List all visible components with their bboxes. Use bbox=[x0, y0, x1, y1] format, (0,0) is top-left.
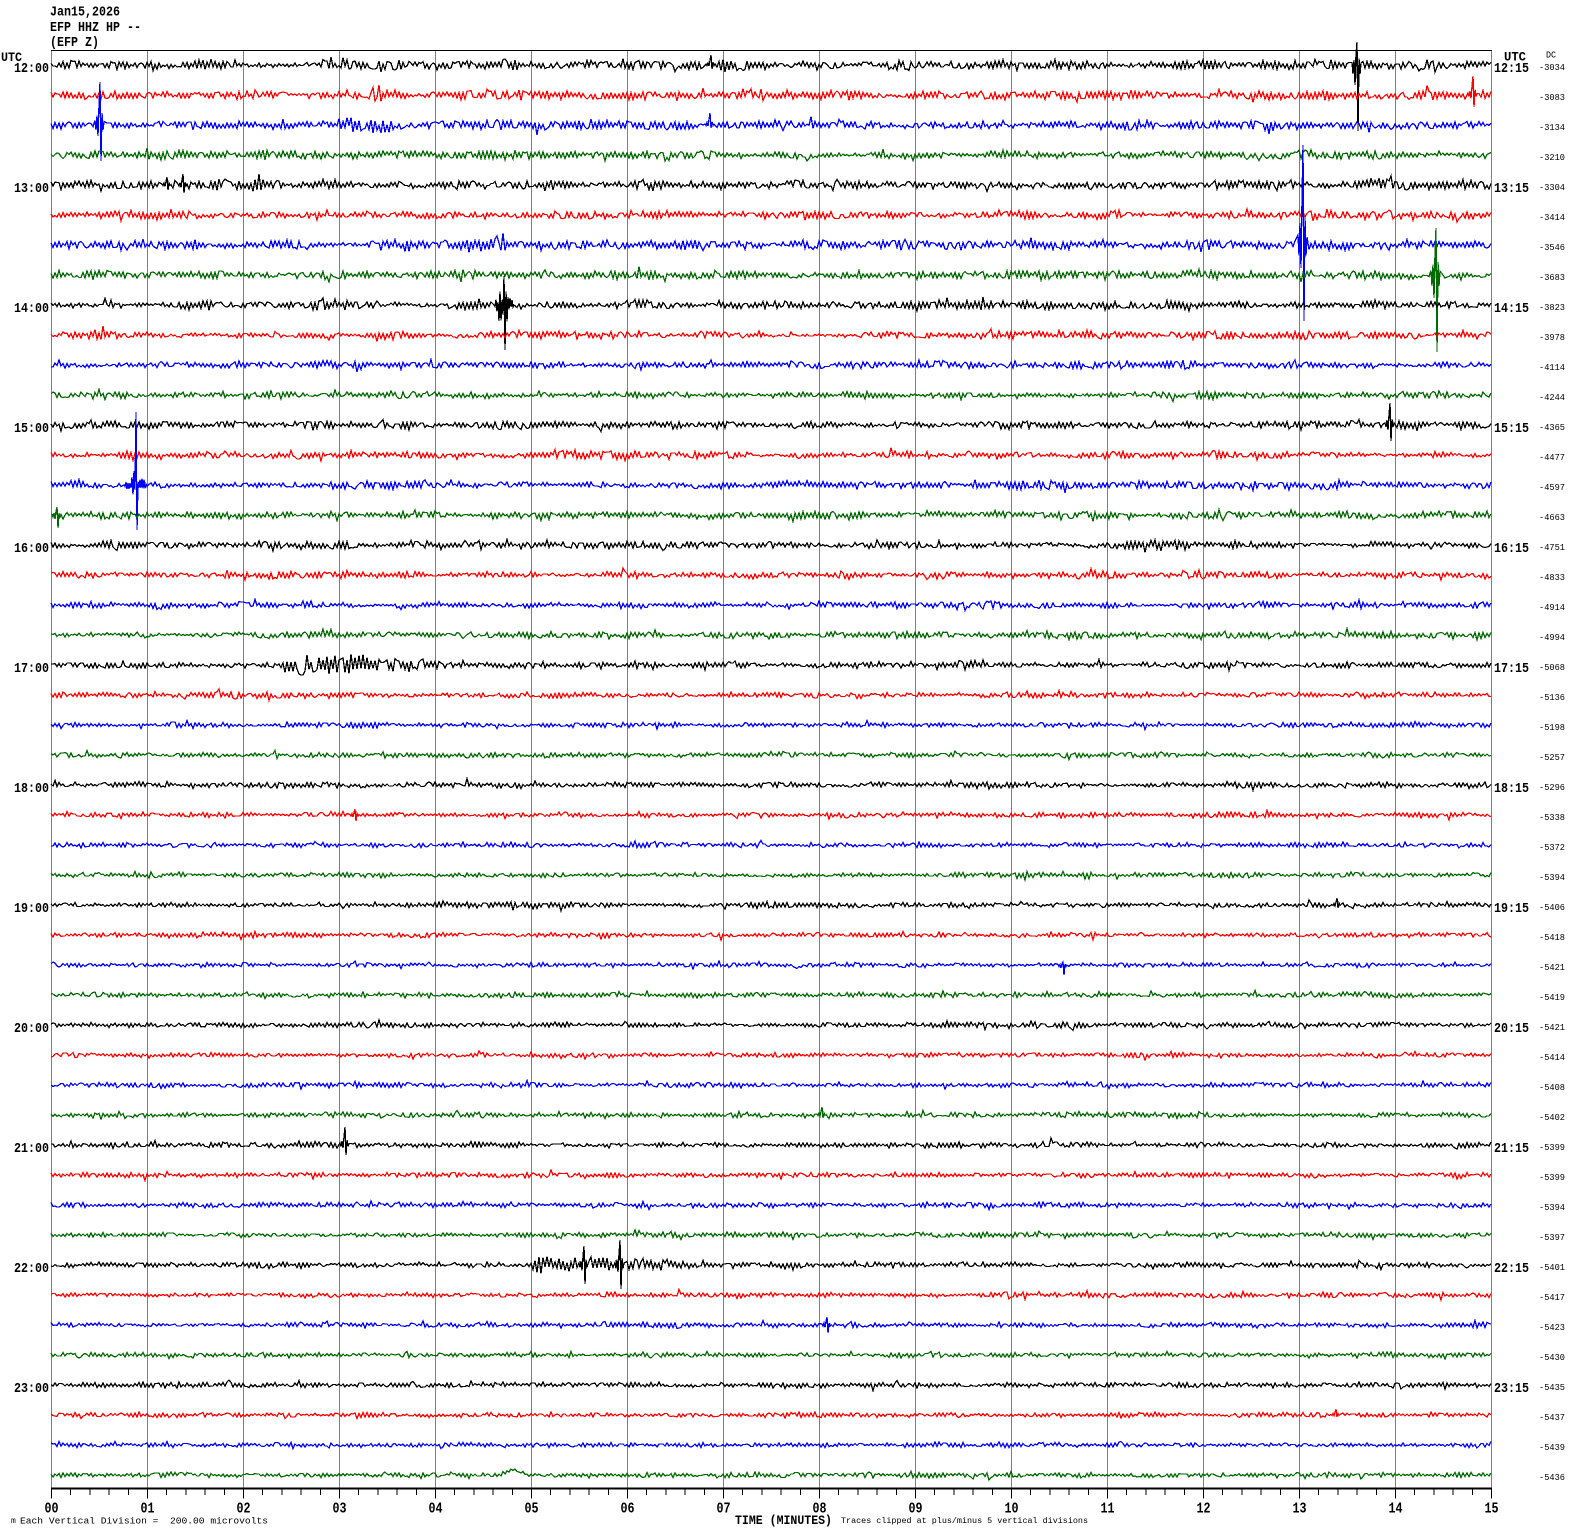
svg-text:15:00: 15:00 bbox=[14, 421, 49, 437]
svg-text:05: 05 bbox=[525, 1502, 539, 1518]
svg-text:22:00: 22:00 bbox=[14, 1261, 49, 1277]
svg-text:-5406: -5406 bbox=[1539, 903, 1565, 913]
svg-text:-4994: -4994 bbox=[1539, 633, 1565, 643]
svg-text:(EFP Z): (EFP Z) bbox=[50, 35, 99, 51]
svg-text:-5421: -5421 bbox=[1539, 963, 1565, 973]
svg-text:-5068: -5068 bbox=[1539, 663, 1565, 673]
svg-text:-5437: -5437 bbox=[1539, 1413, 1565, 1423]
svg-text:14: 14 bbox=[1389, 1502, 1403, 1518]
svg-text:-5401: -5401 bbox=[1539, 1263, 1565, 1273]
svg-text:-4244: -4244 bbox=[1539, 393, 1565, 403]
svg-text:03: 03 bbox=[333, 1502, 347, 1518]
svg-text:19:00: 19:00 bbox=[14, 901, 49, 917]
svg-text:-4477: -4477 bbox=[1539, 453, 1565, 463]
svg-text:17:00: 17:00 bbox=[14, 661, 49, 677]
svg-text:23:00: 23:00 bbox=[14, 1381, 49, 1397]
svg-text:-3414: -3414 bbox=[1539, 213, 1565, 223]
svg-text:08: 08 bbox=[813, 1502, 827, 1518]
svg-text:06: 06 bbox=[621, 1502, 635, 1518]
svg-text:10: 10 bbox=[1005, 1502, 1019, 1518]
svg-text:EFP HHZ HP --: EFP HHZ HP -- bbox=[50, 20, 141, 36]
svg-text:15: 15 bbox=[1485, 1502, 1499, 1518]
svg-text:-3546: -3546 bbox=[1539, 243, 1565, 253]
svg-text:-5439: -5439 bbox=[1539, 1443, 1565, 1453]
svg-text:-3034: -3034 bbox=[1539, 63, 1565, 73]
svg-text:UTC: UTC bbox=[1504, 50, 1526, 65]
svg-text:-4833: -4833 bbox=[1539, 573, 1565, 583]
svg-text:04: 04 bbox=[429, 1502, 443, 1518]
svg-text:12:00: 12:00 bbox=[14, 61, 49, 77]
svg-text:12:15: 12:15 bbox=[1494, 61, 1529, 77]
svg-text:-3083: -3083 bbox=[1539, 93, 1565, 103]
svg-text:-3978: -3978 bbox=[1539, 333, 1565, 343]
svg-text:Jan15,2026: Jan15,2026 bbox=[50, 5, 120, 21]
svg-text:-4663: -4663 bbox=[1539, 513, 1565, 523]
svg-text:-5372: -5372 bbox=[1539, 843, 1565, 853]
svg-text:-5419: -5419 bbox=[1539, 993, 1565, 1003]
svg-text:-5397: -5397 bbox=[1539, 1233, 1565, 1243]
svg-text:-5414: -5414 bbox=[1539, 1053, 1565, 1063]
svg-text:02: 02 bbox=[237, 1502, 251, 1518]
svg-text:12: 12 bbox=[1197, 1502, 1211, 1518]
svg-text:-5436: -5436 bbox=[1539, 1473, 1565, 1483]
svg-text:09: 09 bbox=[909, 1502, 923, 1518]
svg-text:22:15: 22:15 bbox=[1494, 1261, 1529, 1277]
svg-text:23:15: 23:15 bbox=[1494, 1381, 1529, 1397]
svg-text:-5418: -5418 bbox=[1539, 933, 1565, 943]
svg-text:-5198: -5198 bbox=[1539, 723, 1565, 733]
svg-text:16:15: 16:15 bbox=[1494, 541, 1529, 557]
svg-text:-3210: -3210 bbox=[1539, 153, 1565, 163]
svg-text:m: m bbox=[11, 1517, 16, 1526]
svg-text:21:00: 21:00 bbox=[14, 1141, 49, 1157]
svg-text:-5338: -5338 bbox=[1539, 813, 1565, 823]
svg-text:-4751: -4751 bbox=[1539, 543, 1565, 553]
svg-text:-4597: -4597 bbox=[1539, 483, 1565, 493]
svg-text:20:15: 20:15 bbox=[1494, 1021, 1529, 1037]
svg-text:-5402: -5402 bbox=[1539, 1113, 1565, 1123]
svg-text:-5394: -5394 bbox=[1539, 1203, 1565, 1213]
svg-text:-5430: -5430 bbox=[1539, 1353, 1565, 1363]
svg-text:-5394: -5394 bbox=[1539, 873, 1565, 883]
svg-text:-3683: -3683 bbox=[1539, 273, 1565, 283]
svg-text:13:15: 13:15 bbox=[1494, 181, 1529, 197]
svg-text:-3134: -3134 bbox=[1539, 123, 1565, 133]
svg-text:-5399: -5399 bbox=[1539, 1173, 1565, 1183]
svg-text:18:15: 18:15 bbox=[1494, 781, 1529, 797]
svg-text:-4914: -4914 bbox=[1539, 603, 1565, 613]
svg-text:-5136: -5136 bbox=[1539, 693, 1565, 703]
svg-text:DC: DC bbox=[1546, 51, 1557, 61]
svg-text:-5421: -5421 bbox=[1539, 1023, 1565, 1033]
svg-text:UTC: UTC bbox=[1, 50, 22, 65]
svg-text:13: 13 bbox=[1293, 1502, 1307, 1518]
svg-text:19:15: 19:15 bbox=[1494, 901, 1529, 917]
svg-text:TIME (MINUTES): TIME (MINUTES) bbox=[735, 1514, 832, 1528]
svg-text:07: 07 bbox=[717, 1502, 731, 1518]
svg-text:16:00: 16:00 bbox=[14, 541, 49, 557]
svg-text:20:00: 20:00 bbox=[14, 1021, 49, 1037]
svg-text:-5296: -5296 bbox=[1539, 783, 1565, 793]
svg-text:15:15: 15:15 bbox=[1494, 421, 1529, 437]
svg-text:11: 11 bbox=[1101, 1502, 1115, 1518]
svg-text:-3823: -3823 bbox=[1539, 303, 1565, 313]
svg-text:-3304: -3304 bbox=[1539, 183, 1565, 193]
svg-text:-5257: -5257 bbox=[1539, 753, 1565, 763]
svg-text:-5423: -5423 bbox=[1539, 1323, 1565, 1333]
svg-text:-4365: -4365 bbox=[1539, 423, 1565, 433]
svg-text:17:15: 17:15 bbox=[1494, 661, 1529, 677]
svg-text:-4114: -4114 bbox=[1539, 363, 1565, 373]
svg-text:-5417: -5417 bbox=[1539, 1293, 1565, 1303]
svg-text:18:00: 18:00 bbox=[14, 781, 49, 797]
svg-text:01: 01 bbox=[141, 1502, 155, 1518]
svg-text:13:00: 13:00 bbox=[14, 181, 49, 197]
svg-text:00: 00 bbox=[45, 1502, 59, 1518]
svg-text:-5435: -5435 bbox=[1539, 1383, 1565, 1393]
svg-text:Traces clipped at plus/minus 5: Traces clipped at plus/minus 5 vertical … bbox=[841, 1516, 1088, 1526]
svg-text:-5408: -5408 bbox=[1539, 1083, 1565, 1093]
svg-text:14:00: 14:00 bbox=[14, 301, 49, 317]
svg-text:Each Vertical Division = 200.: Each Vertical Division = 200.00 microvol… bbox=[20, 1516, 268, 1527]
svg-text:14:15: 14:15 bbox=[1494, 301, 1529, 317]
svg-text:-5399: -5399 bbox=[1539, 1143, 1565, 1153]
svg-text:21:15: 21:15 bbox=[1494, 1141, 1529, 1157]
